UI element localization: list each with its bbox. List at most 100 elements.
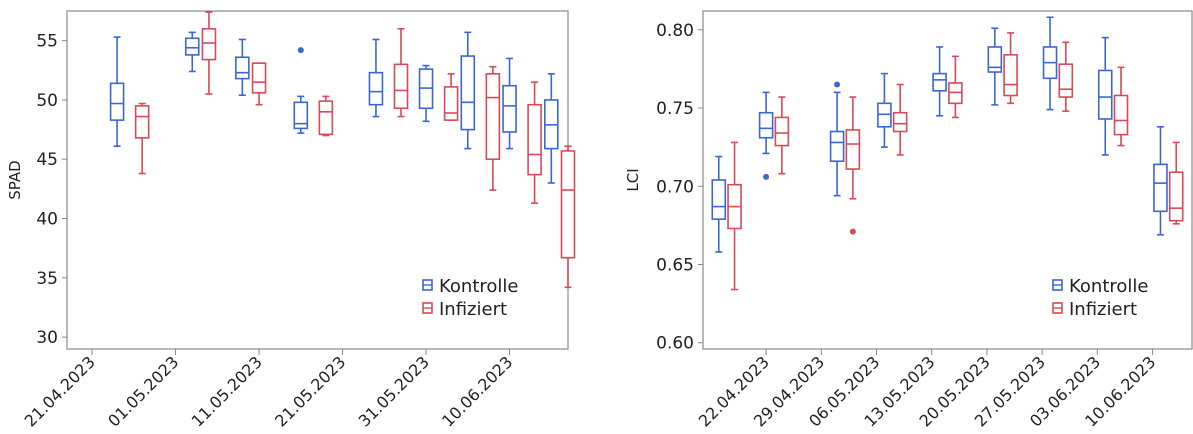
iqr-box xyxy=(443,86,459,121)
iqr-box xyxy=(502,84,517,133)
box-kontrolle xyxy=(109,36,125,147)
spad-chart: 30 35 40 45 50 55 SPAD 21.04.2023 01.05.2023 11.0… xyxy=(6,10,576,431)
y-tick-label: 0.60 xyxy=(656,334,694,354)
iqr-box xyxy=(134,105,150,139)
legend-label: Infiziert xyxy=(439,299,507,320)
y-tick-label: 55 xyxy=(36,32,58,52)
box-kontrolle xyxy=(932,46,947,117)
y-axis-label: SPAD xyxy=(6,160,24,199)
iqr-box xyxy=(201,27,217,61)
y-tick-label: 35 xyxy=(36,269,58,289)
iqr-box xyxy=(1097,69,1113,120)
box-kontrolle xyxy=(293,47,309,134)
iqr-box xyxy=(758,111,774,139)
iqr-box xyxy=(829,130,845,163)
box-kontrolle xyxy=(877,72,892,148)
iqr-box xyxy=(774,116,790,147)
box-infiziert xyxy=(443,73,459,121)
box-kontrolle xyxy=(235,38,250,97)
y-tick-label: 0.65 xyxy=(656,256,694,276)
box-kontrolle xyxy=(368,38,384,118)
outlier-point xyxy=(763,173,770,180)
box-infiziert xyxy=(134,102,150,175)
x-tick-label: 01.05.2023 xyxy=(104,352,182,430)
box-infiziert xyxy=(948,55,963,119)
box-kontrolle xyxy=(829,81,845,197)
iqr-box xyxy=(235,56,250,80)
legend-label: Infiziert xyxy=(1069,299,1137,320)
iqr-box xyxy=(393,63,409,110)
y-tick-label: 30 xyxy=(36,328,58,348)
legend-label: Kontrolle xyxy=(439,276,518,297)
box-infiziert xyxy=(251,62,267,106)
box-infiziert xyxy=(774,96,790,175)
iqr-box xyxy=(460,55,476,131)
legend-item-kontrolle: Kontrolle xyxy=(1052,276,1148,297)
iqr-box xyxy=(109,82,125,121)
y-tick-label: 45 xyxy=(36,150,58,170)
box-infiziert xyxy=(393,27,409,118)
iqr-box xyxy=(987,46,1003,73)
legend-item-infiziert: Infiziert xyxy=(1052,299,1137,320)
iqr-box xyxy=(1003,54,1018,97)
box-infiziert xyxy=(1168,141,1184,225)
iqr-box xyxy=(318,100,334,136)
x-tick-label: 21.05.2023 xyxy=(271,352,349,430)
outlier-point xyxy=(834,81,841,88)
box-kontrolle xyxy=(1097,36,1113,156)
iqr-box xyxy=(184,37,200,56)
box-infiziert xyxy=(560,145,576,289)
outlier-point xyxy=(849,228,856,235)
legend-item-kontrolle: Kontrolle xyxy=(422,276,518,297)
iqr-box xyxy=(293,101,309,130)
legend-label: Kontrolle xyxy=(1069,276,1148,297)
box-kontrolle xyxy=(418,64,434,123)
outlier-point xyxy=(297,47,304,54)
legend-item-infiziert: Infiziert xyxy=(422,299,507,320)
y-tick-label: 0.70 xyxy=(656,177,694,197)
x-tick-label: 11.05.2023 xyxy=(188,352,266,430)
box-kontrolle xyxy=(711,155,727,253)
box-kontrolle xyxy=(987,27,1003,106)
box-kontrolle xyxy=(1042,16,1058,111)
iqr-box xyxy=(527,103,542,176)
box-kontrolle xyxy=(543,73,559,184)
iqr-box xyxy=(1058,63,1074,98)
y-tick-label: 50 xyxy=(36,91,58,111)
box-infiziert xyxy=(527,81,542,204)
box-kontrolle xyxy=(460,31,476,150)
iqr-box xyxy=(1113,94,1129,136)
box-kontrolle xyxy=(758,91,774,180)
x-tick-label: 31.05.2023 xyxy=(355,352,433,430)
x-tick-label: 10.06.2023 xyxy=(438,352,516,430)
iqr-box xyxy=(845,129,861,170)
box-kontrolle xyxy=(184,31,200,73)
iqr-box xyxy=(368,71,384,106)
iqr-box xyxy=(711,179,727,220)
y-tick-label: 0.80 xyxy=(656,21,694,41)
box-infiziert xyxy=(1058,41,1074,112)
iqr-box xyxy=(892,111,908,133)
y-tick-label: 40 xyxy=(36,210,58,230)
box-infiziert xyxy=(727,141,742,291)
y-tick-label: 0.75 xyxy=(656,99,694,119)
plot-frame xyxy=(702,10,1193,350)
iqr-box xyxy=(251,62,267,94)
box-infiziert xyxy=(485,65,501,191)
lci-chart: 0.600.650.700.750.80LCI22.04.202329.04.2… xyxy=(624,10,1193,431)
box-kontrolle xyxy=(502,57,517,150)
box-infiziert xyxy=(1003,32,1018,105)
iqr-box xyxy=(485,73,501,161)
box-infiziert xyxy=(845,96,861,235)
iqr-box xyxy=(1153,163,1168,213)
box-infiziert xyxy=(892,83,908,156)
box-infiziert xyxy=(318,95,334,137)
box-infiziert xyxy=(201,11,217,95)
x-tick-label: 21.04.2023 xyxy=(21,352,99,430)
iqr-box xyxy=(1168,171,1184,222)
iqr-box xyxy=(560,150,576,259)
